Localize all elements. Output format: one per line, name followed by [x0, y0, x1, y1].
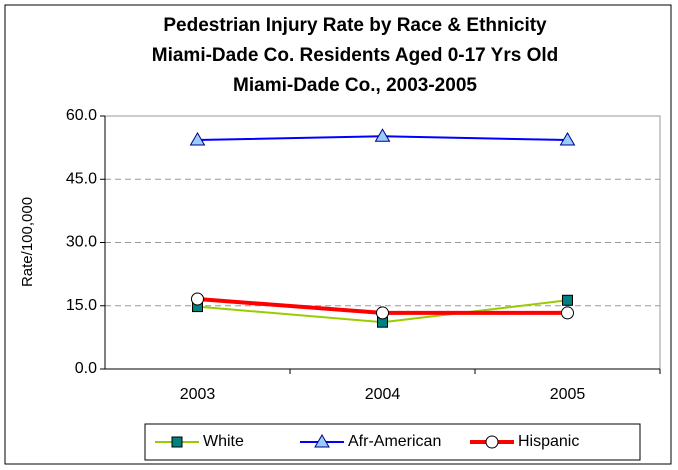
marker	[374, 128, 391, 142]
x-tick-label: 2003	[180, 386, 216, 403]
marker	[171, 436, 183, 448]
legend-label: Afr-American	[348, 433, 441, 450]
marker	[562, 294, 573, 306]
y-axis-label: Rate/100,000	[19, 197, 36, 287]
y-tick-label: 60.0	[66, 107, 97, 124]
chart-title: Miami-Dade Co., 2003-2005	[233, 75, 477, 96]
y-tick-label: 0.0	[75, 360, 97, 377]
marker	[314, 434, 330, 448]
x-tick-label: 2005	[550, 386, 586, 403]
legend-label: White	[203, 433, 244, 450]
marker	[189, 132, 206, 146]
y-tick-label: 45.0	[66, 170, 97, 187]
chart-title: Pedestrian Injury Rate by Race & Ethnici…	[163, 15, 547, 36]
chart-title: Miami-Dade Co. Residents Aged 0-17 Yrs O…	[152, 45, 559, 66]
marker	[376, 306, 389, 320]
legend-box	[144, 423, 641, 461]
marker	[191, 292, 204, 306]
y-tick-label: 15.0	[66, 297, 97, 314]
marker	[561, 306, 574, 320]
marker	[559, 132, 576, 146]
x-tick-label: 2004	[365, 386, 401, 403]
legend-label: Hispanic	[518, 433, 579, 450]
y-tick-label: 30.0	[66, 234, 97, 251]
marker	[485, 435, 499, 449]
